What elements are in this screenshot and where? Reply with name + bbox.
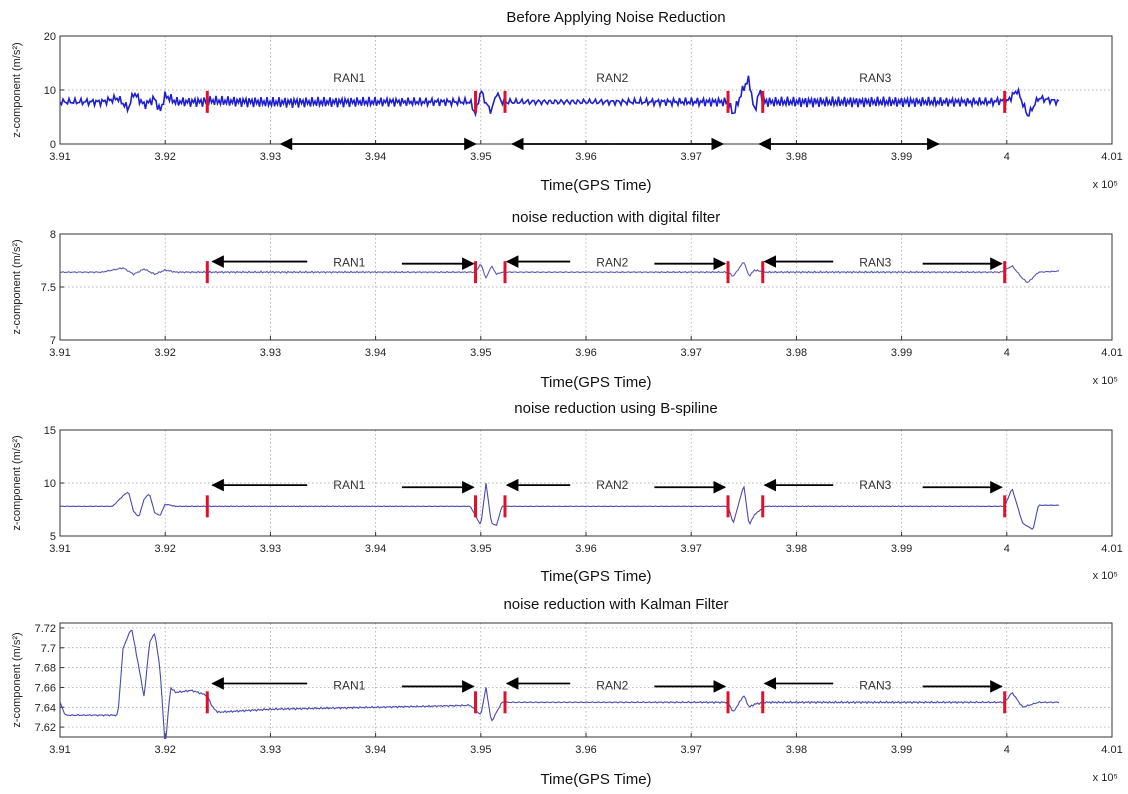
chart-4-annotation-ran2: RAN2 xyxy=(596,678,628,692)
chart-2-annotation-ran1: RAN1 xyxy=(333,256,365,270)
chart-4-xtick-label: 3.95 xyxy=(470,744,491,756)
chart-3-title: noise reduction using B-spiline xyxy=(514,400,717,417)
chart-4-xtick-label: 3.99 xyxy=(891,744,912,756)
chart-2-xtick-label: 3.97 xyxy=(680,347,701,359)
chart-2-xtick-label: 4 xyxy=(1004,347,1010,359)
chart-3: noise reduction using B-spiline 3.91 3.92 3… xyxy=(11,400,1123,585)
chart-3-annotation-ran1: RAN1 xyxy=(333,478,365,492)
chart-3-ytick-label: 10 xyxy=(44,478,56,490)
chart-3-xlabel: Time(GPS Time) xyxy=(540,568,651,585)
chart-1-xtick-label: 4.01 xyxy=(1101,151,1122,163)
chart-4-xtick-label: 4 xyxy=(1004,744,1010,756)
chart-2-xtick-label: 3.92 xyxy=(154,347,175,359)
chart-3-xtick-label: 3.93 xyxy=(260,543,281,555)
chart-3-ytick-label: 5 xyxy=(50,531,56,543)
chart-3-ytick-label: 15 xyxy=(44,425,56,437)
chart-2-title: noise reduction with digital filter xyxy=(512,209,720,226)
chart-2: noise reduction with digital filter 3.91 3… xyxy=(11,209,1123,391)
chart-2-annotation-ran3: RAN3 xyxy=(859,256,891,270)
chart-3-annotation-ran2: RAN2 xyxy=(596,478,628,492)
chart-3-xtick-label: 3.95 xyxy=(470,543,491,555)
chart-4-xtick-label: 4.01 xyxy=(1101,744,1122,756)
chart-3-series-line xyxy=(60,483,1060,530)
chart-4-ytick-label: 7.66 xyxy=(35,682,56,694)
chart-1-ytick-label: 10 xyxy=(44,85,56,97)
chart-4-xtick-label: 3.91 xyxy=(49,744,70,756)
chart-4-ytick-label: 7.7 xyxy=(41,643,56,655)
chart-1-title: Before Applying Noise Reduction xyxy=(506,9,725,26)
chart-3-xtick-label: 3.92 xyxy=(154,543,175,555)
chart-4-xtick-label: 3.98 xyxy=(786,744,807,756)
chart-4-xtick-label: 3.97 xyxy=(680,744,701,756)
chart-1-xtick-label: 3.99 xyxy=(891,151,912,163)
chart-4-ytick-label: 7.72 xyxy=(35,623,56,635)
chart-3-ylabel: z-component (m/s²) xyxy=(11,435,23,530)
chart-2-ytick-label: 7 xyxy=(50,335,56,347)
chart-2-axes-frame xyxy=(59,233,1113,341)
chart-1-x-multiplier: x 10⁵ xyxy=(1093,179,1118,191)
chart-1-annotation-ran1: RAN1 xyxy=(333,71,365,85)
chart-4-xtick-label: 3.94 xyxy=(365,744,386,756)
chart-2-x-multiplier: x 10⁵ xyxy=(1093,375,1118,387)
chart-4-series-line xyxy=(60,629,1060,739)
chart-4: noise reduction with Kalman Filter 3.91 3.… xyxy=(11,596,1123,788)
chart-4-x-multiplier: x 10⁵ xyxy=(1093,772,1118,784)
chart-3-xtick-label: 4 xyxy=(1004,543,1010,555)
chart-3-xtick-label: 4.01 xyxy=(1101,543,1122,555)
chart-4-annotation-ran3: RAN3 xyxy=(859,678,891,692)
chart-3-xtick-label: 3.98 xyxy=(786,543,807,555)
chart-4-ytick-label: 7.68 xyxy=(35,663,56,675)
chart-4-xlabel: Time(GPS Time) xyxy=(540,771,651,788)
chart-3-xtick-label: 3.99 xyxy=(891,543,912,555)
chart-1: Before Applying Noise Reduction 3.91 3.92 3… xyxy=(11,9,1123,194)
chart-2-xtick-label: 3.91 xyxy=(49,347,70,359)
chart-3-xtick-label: 3.97 xyxy=(680,543,701,555)
chart-4-title: noise reduction with Kalman Filter xyxy=(503,596,728,613)
chart-2-ytick-label: 8 xyxy=(50,229,56,241)
chart-1-xtick-label: 3.91 xyxy=(49,151,70,163)
chart-4-axes-frame xyxy=(59,622,1113,738)
chart-2-xtick-label: 3.96 xyxy=(575,347,596,359)
chart-2-xlabel: Time(GPS Time) xyxy=(540,374,651,391)
chart-1-ytick-label: 0 xyxy=(50,139,56,151)
chart-2-ylabel: z-component (m/s²) xyxy=(11,239,23,334)
chart-3-xtick-label: 3.96 xyxy=(575,543,596,555)
chart-4-ytick-label: 7.64 xyxy=(35,702,56,714)
chart-2-annotation-ran2: RAN2 xyxy=(596,256,628,270)
chart-2-ytick-label: 7.5 xyxy=(41,282,56,294)
chart-1-ytick-label: 20 xyxy=(44,31,56,43)
chart-1-xtick-label: 4 xyxy=(1004,151,1010,163)
chart-3-x-multiplier: x 10⁵ xyxy=(1093,570,1118,582)
chart-2-xtick-label: 3.94 xyxy=(365,347,386,359)
chart-3-axes-frame xyxy=(59,429,1113,537)
chart-4-ylabel: z-component (m/s²) xyxy=(11,632,23,727)
chart-2-xtick-label: 3.95 xyxy=(470,347,491,359)
chart-3-xtick-label: 3.91 xyxy=(49,543,70,555)
chart-1-xlabel: Time(GPS Time) xyxy=(540,177,651,194)
chart-2-xtick-label: 4.01 xyxy=(1101,347,1122,359)
chart-4-annotation-ran1: RAN1 xyxy=(333,678,365,692)
chart-1-ylabel: z-component (m/s²) xyxy=(11,42,23,137)
chart-4-xtick-label: 3.93 xyxy=(260,744,281,756)
chart-1-annotation-ran2: RAN2 xyxy=(596,71,628,85)
chart-2-series-line xyxy=(60,262,1060,284)
chart-1-xtick-label: 3.92 xyxy=(154,151,175,163)
chart-1-annotation-ran3: RAN3 xyxy=(859,71,891,85)
chart-1-xtick-label: 3.93 xyxy=(260,151,281,163)
chart-1-xtick-label: 3.97 xyxy=(680,151,701,163)
chart-2-xtick-label: 3.99 xyxy=(891,347,912,359)
chart-1-xtick-label: 3.94 xyxy=(365,151,386,163)
chart-2-xtick-label: 3.93 xyxy=(260,347,281,359)
chart-3-xtick-label: 3.94 xyxy=(365,543,386,555)
chart-2-xtick-label: 3.98 xyxy=(786,347,807,359)
chart-1-xtick-label: 3.98 xyxy=(786,151,807,163)
chart-1-series-line xyxy=(60,75,1060,118)
chart-3-annotation-ran3: RAN3 xyxy=(859,478,891,492)
chart-1-xtick-label: 3.96 xyxy=(575,151,596,163)
chart-1-xtick-label: 3.95 xyxy=(470,151,491,163)
chart-4-xtick-label: 3.96 xyxy=(575,744,596,756)
chart-4-xtick-label: 3.92 xyxy=(154,744,175,756)
chart-4-ytick-label: 7.62 xyxy=(35,722,56,734)
